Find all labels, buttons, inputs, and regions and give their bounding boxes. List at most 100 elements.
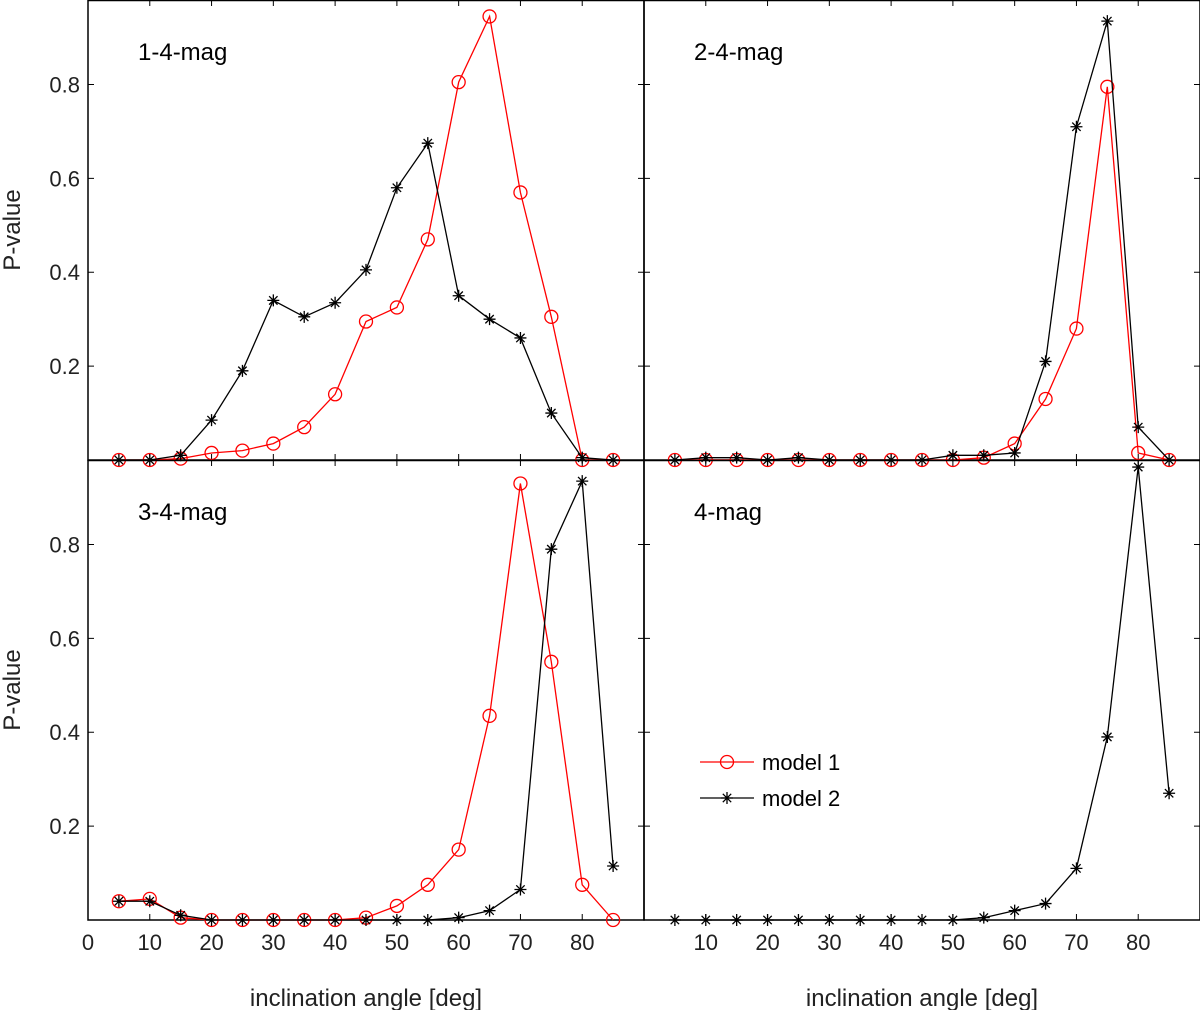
x-tick-label: 30	[261, 930, 285, 955]
data-point-circle	[327, 387, 343, 402]
data-point-asterisk	[946, 914, 959, 926]
data-point-asterisk	[916, 914, 928, 926]
data-point-circle	[204, 445, 219, 461]
data-point-asterisk	[1039, 897, 1052, 910]
data-point-asterisk	[390, 914, 403, 926]
data-point-asterisk	[298, 914, 311, 926]
series-model-1	[111, 9, 621, 468]
data-point-asterisk	[1163, 787, 1176, 800]
y-tick-label: 0.2	[49, 354, 80, 379]
data-point-asterisk	[452, 289, 465, 302]
x-axis-label-left: inclination angle [deg]	[250, 985, 482, 1010]
data-point-circle	[513, 185, 528, 200]
x-tick-label: 70	[508, 930, 532, 955]
data-point-asterisk	[576, 451, 589, 464]
data-point-circle	[1038, 391, 1053, 407]
panel-title: 2-4-mag	[694, 39, 783, 66]
data-point-circle	[1069, 321, 1084, 336]
series-line	[674, 466, 1170, 921]
series-model-2	[668, 461, 1176, 926]
data-point-asterisk	[699, 914, 712, 926]
data-point-asterisk	[360, 263, 372, 276]
data-point-asterisk	[545, 543, 558, 556]
series-line	[118, 141, 614, 461]
panel-title: 4-mag	[694, 499, 762, 526]
data-point-circle	[420, 232, 435, 247]
series-model-1	[667, 79, 1177, 468]
data-point-asterisk	[360, 914, 372, 926]
data-point-circle	[605, 912, 621, 928]
panel-frame	[87, 0, 645, 461]
data-point-asterisk	[236, 914, 249, 926]
x-tick-label: 40	[879, 930, 903, 955]
y-tick-label: 0.8	[49, 532, 80, 557]
data-point-asterisk	[112, 895, 125, 908]
data-point-circle	[235, 443, 250, 458]
data-point-asterisk	[514, 883, 527, 896]
data-point-asterisk	[792, 914, 805, 926]
x-tick-label: 70	[1064, 930, 1088, 955]
series-line	[674, 20, 1170, 461]
x-tick-label: 10	[138, 930, 162, 955]
y-tick-label: 0.6	[49, 626, 80, 651]
data-point-circle	[544, 309, 559, 324]
data-point-asterisk	[885, 914, 898, 926]
data-point-asterisk	[267, 914, 280, 926]
data-point-asterisk	[668, 914, 681, 926]
y-tick-label: 0.8	[49, 72, 80, 97]
x-axis-label-right: inclination angle [deg]	[806, 985, 1038, 1010]
x-tick-label: 10	[694, 930, 718, 955]
data-point-asterisk	[421, 137, 434, 150]
x-tick-label: 50	[941, 930, 965, 955]
data-point-circle	[575, 877, 590, 892]
series-line	[118, 483, 614, 921]
data-point-asterisk	[174, 449, 187, 462]
panel-title: 3-4-mag	[138, 499, 227, 526]
data-point-asterisk	[946, 449, 959, 462]
x-tick-label: 30	[817, 930, 841, 955]
data-point-asterisk	[545, 407, 558, 420]
data-point-asterisk	[143, 895, 156, 908]
data-point-asterisk	[421, 914, 434, 926]
data-point-circle	[451, 74, 466, 90]
data-point-asterisk	[267, 294, 280, 307]
data-point-asterisk	[761, 914, 774, 926]
data-point-asterisk	[699, 451, 712, 464]
x-tick-label: 80	[570, 930, 594, 955]
data-point-asterisk	[390, 181, 403, 194]
y-axis-label-top: P-value	[0, 189, 26, 270]
x-tick-label: 50	[385, 930, 409, 955]
data-point-circle	[544, 654, 559, 669]
data-point-circle	[1100, 79, 1115, 94]
series-model-2	[112, 475, 620, 926]
data-point-circle	[1131, 445, 1146, 461]
series-model-2	[668, 15, 1176, 466]
data-point-asterisk	[823, 914, 836, 926]
data-point-circle	[451, 842, 466, 857]
data-point-asterisk	[1070, 862, 1083, 875]
data-point-asterisk	[1039, 355, 1052, 368]
data-point-asterisk	[1008, 446, 1021, 459]
x-tick-label: 40	[323, 930, 347, 955]
data-point-asterisk	[1132, 461, 1145, 474]
y-tick-label: 0.4	[49, 260, 80, 285]
x-tick-label: 20	[199, 930, 223, 955]
data-point-asterisk	[576, 475, 589, 488]
panel-title: 1-4-mag	[138, 39, 227, 66]
data-point-circle	[482, 9, 497, 24]
y-axis-label-bottom: P-value	[0, 649, 26, 730]
legend-marker-asterisk	[721, 792, 733, 804]
data-point-circle	[297, 419, 312, 435]
series-model-1	[111, 476, 621, 928]
data-point-asterisk	[1101, 730, 1114, 743]
data-point-asterisk	[483, 313, 496, 326]
x-tick-label: 80	[1126, 930, 1150, 955]
data-point-circle	[482, 708, 497, 723]
data-point-asterisk	[730, 914, 743, 926]
data-point-circle	[420, 877, 435, 892]
legend-marker-circle	[719, 754, 735, 770]
series-line	[674, 86, 1170, 461]
data-point-asterisk	[236, 364, 249, 377]
panel-2-4-mag: 2-4-mag	[643, 0, 1200, 468]
